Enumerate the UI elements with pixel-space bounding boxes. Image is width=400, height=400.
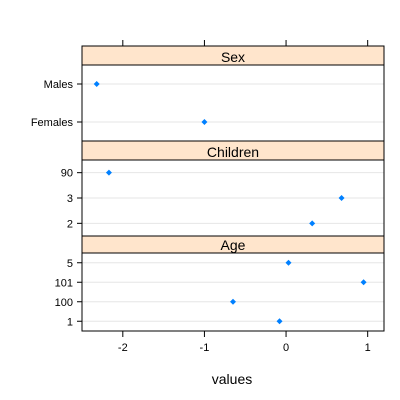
y-tick-label: 90 <box>61 168 73 180</box>
y-tick-label: Males <box>44 79 74 91</box>
x-axis-title: values <box>212 371 252 387</box>
panel-frame <box>81 64 385 142</box>
x-tick-label: 0 <box>283 342 289 354</box>
data-point-101 <box>360 279 367 286</box>
y-tick-label: 2 <box>67 218 73 230</box>
data-point-females <box>201 119 208 125</box>
panel-frame <box>81 252 385 332</box>
panel-children: Children 2 3 90 <box>61 140 385 237</box>
data-point-males <box>93 81 100 87</box>
x-tick-label: -2 <box>118 342 128 354</box>
y-tick-label: 1 <box>67 316 73 328</box>
panel-sex: Sex Females Males <box>31 45 385 142</box>
x-axis: -2 -1 0 1 <box>118 40 371 354</box>
panel-frame <box>81 159 385 237</box>
y-tick-label: Females <box>31 117 74 129</box>
panel-strip-label: Age <box>221 237 246 253</box>
panel-age: Age 1 100 101 5 <box>55 235 385 332</box>
y-tick-label: 5 <box>67 258 73 270</box>
data-point-2 <box>309 220 316 227</box>
data-point-100 <box>230 298 236 305</box>
data-point-3 <box>338 195 345 201</box>
y-tick-label: 100 <box>55 297 73 309</box>
panel-strip-label: Sex <box>221 49 245 65</box>
x-tick-label: -1 <box>200 342 210 354</box>
y-tick-label: 3 <box>67 193 73 205</box>
data-point-90 <box>105 169 112 176</box>
data-point-1 <box>276 318 283 325</box>
chart-panels: Age 1 100 101 5 Children 2 3 90 Sex Females Males <box>31 45 385 332</box>
data-point-5 <box>285 259 292 266</box>
panel-strip-label: Children <box>207 144 259 160</box>
x-tick-label: 1 <box>365 342 371 354</box>
y-tick-label: 101 <box>55 277 73 289</box>
